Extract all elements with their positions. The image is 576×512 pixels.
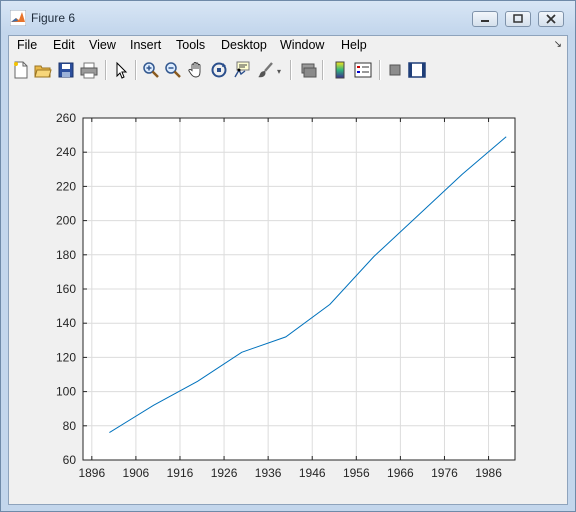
rotate-3d-button[interactable]: [210, 61, 228, 79]
matlab-logo-icon: [10, 10, 26, 26]
toolbar-separator: [379, 60, 381, 80]
show-plot-tools-icon: [408, 62, 426, 78]
insert-colorbar-button[interactable]: [331, 61, 349, 79]
insert-legend-button[interactable]: [354, 61, 372, 79]
x-tick-label: 1986: [475, 466, 502, 480]
x-tick-label: 1946: [299, 466, 326, 480]
menu-tools[interactable]: Tools: [176, 38, 206, 52]
y-tick-label: 80: [63, 419, 77, 433]
y-tick-label: 260: [56, 111, 76, 125]
zoom-out-button[interactable]: [164, 61, 182, 79]
x-tick-label: 1916: [167, 466, 194, 480]
pan-hand-icon: [188, 62, 201, 78]
new-figure-button[interactable]: [12, 61, 30, 79]
x-tick-label: 1906: [123, 466, 150, 480]
tick-labels: 1896 1906 1916 1926 1936 1946 1956 1966 1976 1986…: [56, 111, 502, 480]
x-tick-label: 1896: [78, 466, 105, 480]
link-plot-button[interactable]: [299, 61, 317, 79]
figure-client-area: File Edit View Insert Tools Desktop Wind…: [8, 35, 568, 505]
y-tick-label: 160: [56, 282, 76, 296]
pan-button[interactable]: [187, 61, 205, 79]
menu-file[interactable]: File: [17, 38, 38, 52]
hide-plot-tools-button[interactable]: [386, 61, 404, 79]
x-tick-label: 1976: [431, 466, 458, 480]
y-tick-label: 220: [56, 179, 76, 193]
dock-arrow-icon[interactable]: ↘: [553, 39, 562, 50]
plot-area: 1896 1906 1916 1926 1936 1946 1956 1966 1976 1986…: [9, 84, 567, 504]
print-button[interactable]: [80, 61, 98, 79]
rotate-3d-icon: [211, 62, 227, 78]
data-series-line[interactable]: [109, 136, 507, 434]
close-icon: [546, 14, 556, 24]
y-tick-label: 200: [56, 214, 76, 228]
link-plot-icon: [301, 63, 317, 78]
edit-plot-arrow-icon: [116, 61, 128, 79]
y-tick-label: 180: [56, 248, 76, 262]
new-figure-icon: [14, 61, 28, 79]
menu-edit[interactable]: Edit: [53, 38, 75, 52]
close-button[interactable]: [538, 11, 564, 27]
save-icon: [58, 62, 74, 78]
data-cursor-icon: [234, 61, 250, 78]
toolbar-separator: [105, 60, 107, 80]
brush-dropdown-icon[interactable]: ▾: [277, 67, 282, 76]
minimize-button[interactable]: [472, 11, 498, 27]
x-tick-label: 1966: [387, 466, 414, 480]
y-tick-label: 60: [63, 453, 77, 467]
y-tick-label: 100: [56, 385, 76, 399]
print-icon: [80, 62, 98, 79]
y-tick-label: 140: [56, 316, 76, 330]
menu-desktop[interactable]: Desktop: [221, 38, 267, 52]
minimize-icon: [481, 20, 489, 22]
insert-colorbar-icon: [335, 61, 345, 79]
insert-legend-icon: [354, 62, 372, 78]
x-tick-label: 1936: [255, 466, 282, 480]
maximize-icon: [513, 14, 523, 23]
x-tick-label: 1926: [211, 466, 238, 480]
menu-window[interactable]: Window: [280, 38, 325, 52]
tick-marks: [83, 117, 515, 461]
menu-view[interactable]: View: [89, 38, 116, 52]
window-title: Figure 6: [31, 11, 76, 25]
menu-bar: File Edit View Insert Tools Desktop Wind…: [9, 36, 567, 56]
edit-plot-button[interactable]: [112, 61, 130, 79]
brush-button[interactable]: [257, 61, 275, 79]
menu-help[interactable]: Help: [341, 38, 367, 52]
open-file-icon: [34, 65, 52, 78]
brush-icon: [258, 62, 273, 78]
zoom-in-button[interactable]: [142, 61, 160, 79]
data-cursor-button[interactable]: [233, 61, 251, 79]
show-plot-tools-button[interactable]: [408, 61, 426, 79]
toolbar-separator: [135, 60, 137, 80]
y-tick-label: 240: [56, 145, 76, 159]
menu-insert[interactable]: Insert: [130, 38, 162, 52]
title-bar[interactable]: Figure 6: [1, 1, 575, 35]
y-tick-label: 120: [56, 350, 76, 364]
line-chart[interactable]: 1896 1906 1916 1926 1936 1946 1956 1966 1976 1986…: [9, 84, 567, 504]
open-file-button[interactable]: [34, 61, 52, 79]
toolbar-separator: [290, 60, 292, 80]
toolbar-separator: [322, 60, 324, 80]
x-tick-label: 1956: [343, 466, 370, 480]
hide-plot-tools-icon: [389, 64, 401, 76]
zoom-in-icon: [143, 62, 159, 78]
zoom-out-icon: [165, 62, 181, 78]
save-button[interactable]: [57, 61, 75, 79]
figure-toolbar: ▾: [9, 56, 567, 85]
maximize-button[interactable]: [505, 11, 531, 27]
